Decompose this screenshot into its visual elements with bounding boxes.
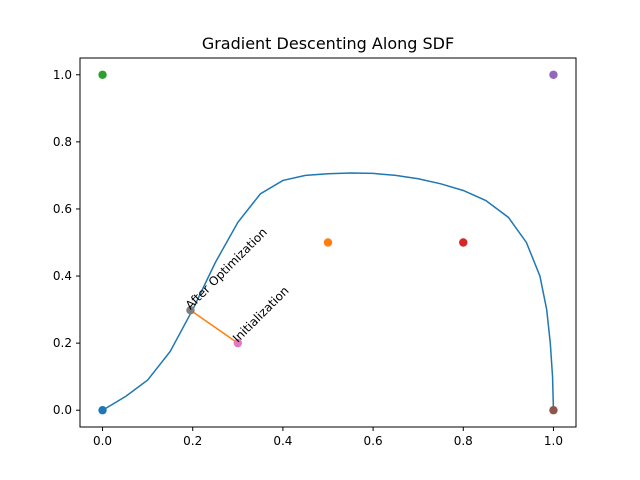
scatter-point [459,238,468,247]
scatter-point [549,406,558,415]
optimization-path [190,309,239,344]
x-tick-label: 0.2 [183,434,202,448]
annotation-label: Initialization [230,284,292,346]
x-tick-label: 0.6 [364,434,383,448]
annotation-label: After Optimization [183,225,270,312]
scatter-point [323,238,333,247]
scatter-point [186,306,195,315]
scatter-point [549,70,558,79]
x-tick-label: 0.4 [273,434,292,448]
scatter-point [98,406,107,415]
x-tick-label: 0.8 [454,434,473,448]
y-tick-label: 1.0 [53,68,72,82]
y-tick-label: 0.8 [53,135,72,149]
chart-title: Gradient Descenting Along SDF [202,34,454,53]
y-tick-label: 0.4 [53,269,72,283]
sdf-curve [102,172,555,411]
axes-frame [79,57,577,428]
scatter-point [233,338,243,348]
x-axis: 0.0 0.2 0.4 0.6 0.8 1.0 [93,427,563,448]
x-tick-label: 0.0 [93,434,112,448]
y-tick-label: 0.2 [53,336,72,350]
y-tick-label: 0.6 [53,202,72,216]
scatter-point [98,70,107,79]
x-tick-label: 1.0 [544,434,563,448]
y-tick-label: 0.0 [53,403,72,417]
y-axis: 0.0 0.2 0.4 0.6 0.8 1.0 [53,68,80,417]
